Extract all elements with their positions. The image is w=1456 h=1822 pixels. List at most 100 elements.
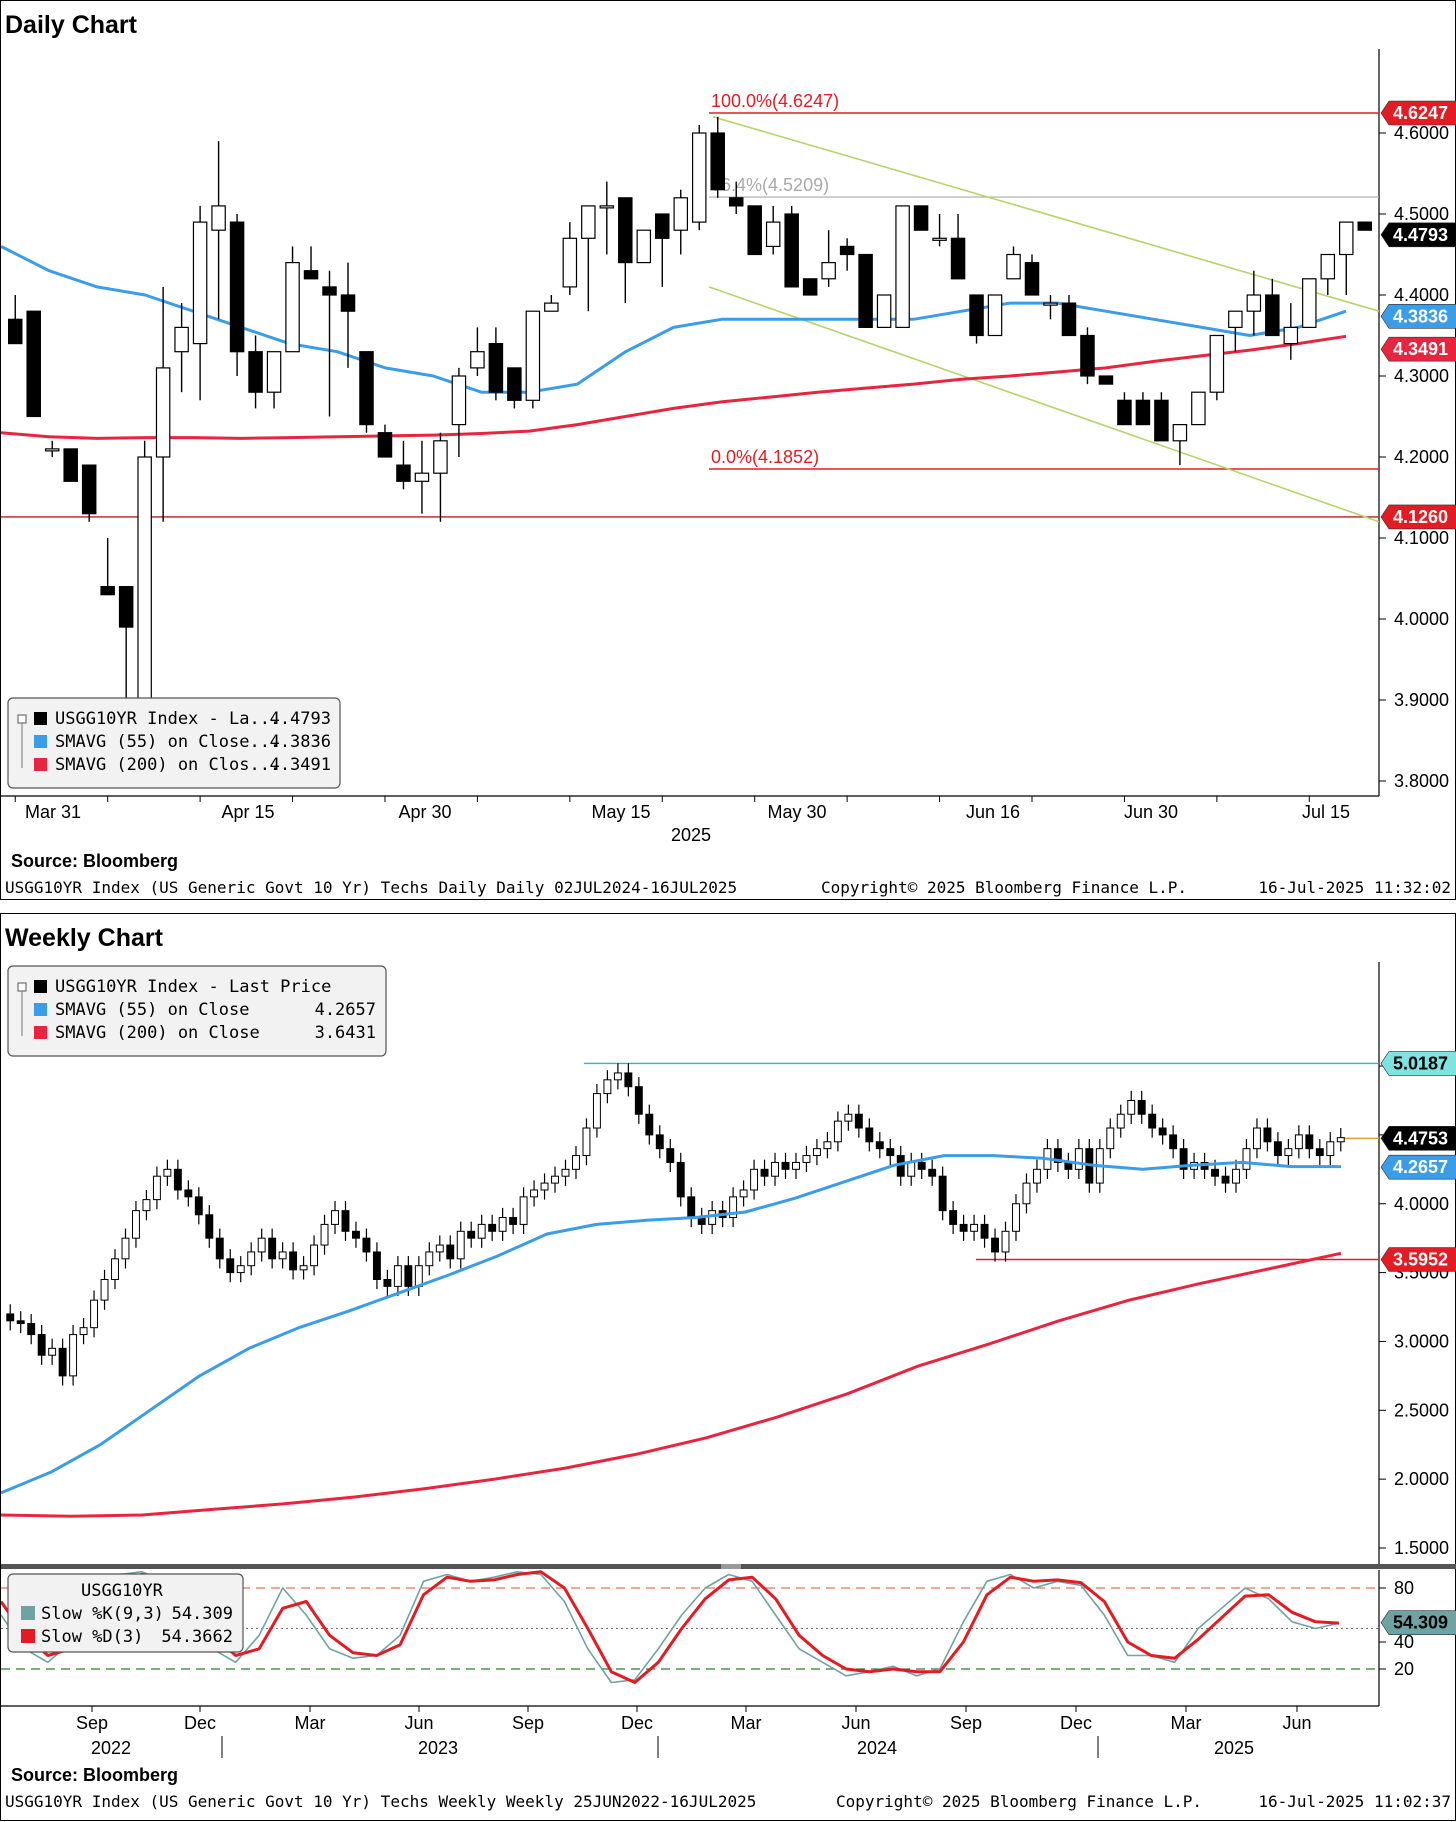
weekly-candle-body [823, 1141, 832, 1150]
weekly-candle-body [760, 1168, 769, 1177]
daily-candle-body [470, 351, 485, 369]
weekly-month-label: Mar [1171, 1713, 1202, 1733]
weekly-candle-body [69, 1334, 78, 1377]
daily-candle-body [821, 262, 836, 280]
weekly-candle-body [100, 1278, 109, 1301]
weekly-candle-body [320, 1223, 329, 1246]
daily-candle-body [655, 213, 670, 239]
weekly-month-label: Jun [1282, 1713, 1311, 1733]
weekly-legend-label: USGG10YR Index - Last Price [55, 977, 331, 997]
weekly-candle-body [739, 1189, 748, 1198]
daily-candle-body [913, 205, 929, 231]
weekly-candle-body [6, 1313, 15, 1322]
daily-candle-body [525, 310, 541, 401]
daily-y-tick-label: 4.6000 [1394, 123, 1449, 143]
daily-x-label: Jul 15 [1302, 802, 1350, 822]
weekly-candle-body [519, 1196, 528, 1225]
weekly-candle-body [1336, 1137, 1345, 1143]
daily-candle-body [396, 464, 411, 482]
weekly-year-label: 2025 [1214, 1738, 1254, 1758]
weekly-y-tick-label: 2.0000 [1394, 1469, 1449, 1489]
weekly-candle-body [865, 1127, 874, 1143]
daily-price-tag-text: 4.4793 [1393, 225, 1448, 245]
weekly-candle-body [1148, 1113, 1157, 1129]
weekly-candle-body [331, 1210, 339, 1225]
fib-100-label: 100.0%(4.6247) [711, 91, 839, 111]
daily-x-label: Apr 30 [398, 802, 451, 822]
weekly-candle-body [928, 1168, 937, 1177]
weekly-title: Weekly Chart [5, 924, 164, 952]
weekly-candle-body [781, 1161, 790, 1170]
daily-candle-body [1098, 375, 1114, 385]
weekly-candle-body [771, 1161, 779, 1177]
daily-candle-body [618, 197, 633, 264]
daily-candle-body [63, 448, 78, 482]
daily-candle-body [858, 253, 873, 329]
weekly-candle-body [236, 1265, 245, 1274]
weekly-candle-body [446, 1244, 455, 1260]
daily-candle-body [1302, 278, 1317, 328]
weekly-month-label: Sep [950, 1713, 982, 1733]
daily-candle-body [673, 197, 689, 231]
weekly-footer-left: USGG10YR Index (US Generic Govt 10 Yr) T… [5, 1792, 756, 1811]
daily-candle-body [636, 229, 652, 264]
weekly-candle-body [666, 1148, 675, 1163]
daily-chart-panel: Daily Chart 3.8000 3.9000 4.0000 4.1000 4.200… [0, 0, 1456, 900]
daily-legend-box [7, 697, 341, 789]
weekly-y-tick-label: 2.5000 [1394, 1400, 1449, 1420]
weekly-candle-body [362, 1237, 371, 1253]
weekly-candle-body [289, 1251, 298, 1271]
daily-candle-body [1006, 253, 1021, 280]
daily-candle-body [377, 432, 393, 458]
weekly-candle-body [131, 1210, 140, 1239]
weekly-candle-body [645, 1113, 654, 1136]
weekly-candle-body [1305, 1134, 1314, 1150]
weekly-candle-body [477, 1223, 486, 1239]
weekly-legend-value: 4.2657 [315, 1000, 376, 1020]
daily-y-tick-label: 4.1000 [1394, 528, 1449, 548]
weekly-candle-body [1074, 1148, 1083, 1170]
weekly-candle-body [592, 1093, 601, 1129]
daily-candle-body [174, 326, 189, 353]
weekly-footer-mid: Copyright© 2025 Bloomberg Finance L.P. [836, 1792, 1202, 1811]
daily-candle-body [1172, 424, 1188, 442]
daily-chart-svg: Daily Chart 3.8000 3.9000 4.0000 4.1000 4.200… [1, 11, 1456, 897]
daily-candle-body [211, 205, 226, 231]
daily-legend-label: SMAVG (200) on Clos... [55, 755, 280, 775]
weekly-price-tag-text: 4.4753 [1393, 1128, 1448, 1148]
daily-candle-body [747, 205, 762, 256]
daily-legend-value: 4.3836 [270, 732, 331, 752]
weekly-price-tag-text: 4.2657 [1393, 1157, 1448, 1177]
pane-divider-handle [721, 1564, 741, 1569]
daily-y-tick-label: 3.8000 [1394, 771, 1449, 791]
stoch-y-tick-label: 80 [1394, 1578, 1414, 1598]
weekly-candle-body [1252, 1127, 1261, 1150]
weekly-month-label: Sep [512, 1713, 544, 1733]
daily-price-tag-text: 4.3836 [1393, 306, 1448, 326]
weekly-candle-body [907, 1161, 916, 1177]
stoch-legend-d-label: Slow %D(3) [41, 1627, 143, 1647]
weekly-month-label: Jun [404, 1713, 433, 1733]
weekly-candle-body [917, 1161, 926, 1170]
weekly-candle-body [1053, 1148, 1062, 1163]
weekly-candle-body [352, 1230, 360, 1239]
weekly-candle-body [687, 1196, 696, 1219]
weekly-legend-collapse-icon [17, 982, 27, 992]
daily-candle-body [932, 237, 947, 241]
daily-candle-body [1117, 399, 1132, 426]
weekly-candle-body [152, 1175, 161, 1201]
daily-candle-body [340, 294, 356, 312]
daily-footer-left: USGG10YR Index (US Generic Govt 10 Yr) T… [5, 878, 737, 897]
weekly-candle-body [278, 1251, 287, 1260]
stoch-k-line [1, 1570, 1340, 1684]
weekly-candle-body [90, 1299, 99, 1329]
daily-legend-swatch [34, 758, 47, 771]
weekly-candle-body [844, 1113, 853, 1122]
weekly-candle-body [1221, 1175, 1230, 1184]
weekly-chart-svg: Weekly Chart1.50002.00002.50003.00003.50… [1, 924, 1456, 1811]
weekly-candle-body [163, 1168, 172, 1177]
daily-legend-swatch [34, 712, 47, 725]
weekly-candle-body [875, 1141, 884, 1150]
weekly-footer-right: 16-Jul-2025 11:02:37 [1258, 1792, 1451, 1811]
weekly-year-label: 2022 [91, 1738, 131, 1758]
